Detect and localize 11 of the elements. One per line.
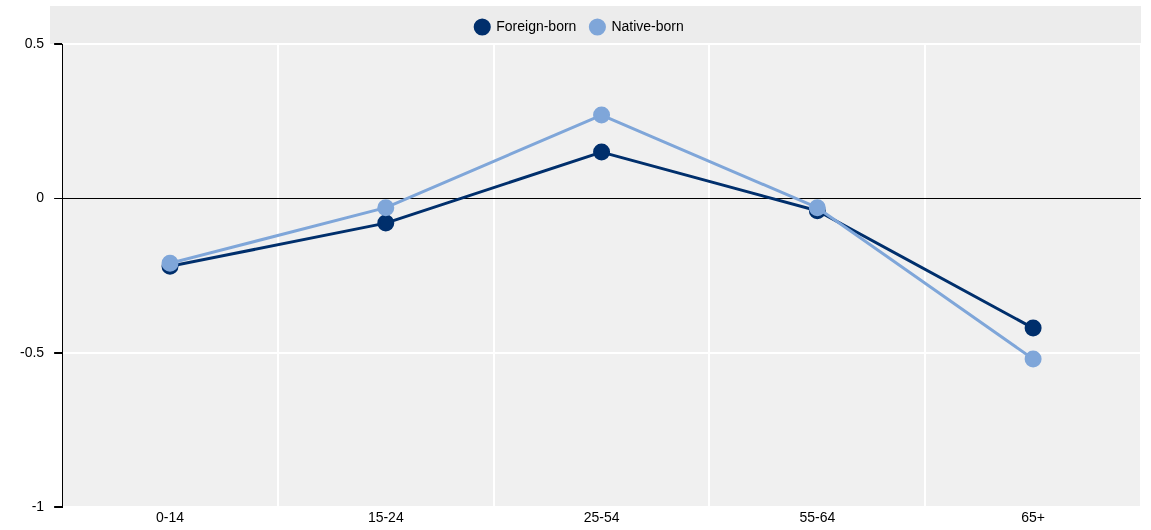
legend-label: Native-born bbox=[611, 17, 684, 34]
x-tick-label: 15-24 bbox=[367, 509, 404, 526]
y-tick-label: -1 bbox=[31, 498, 45, 515]
y-tick-label: 0.5 bbox=[24, 34, 45, 51]
legend-label: Foreign-born bbox=[496, 17, 577, 34]
y-tick-label: -0.5 bbox=[20, 343, 45, 360]
x-tick-label: 0-14 bbox=[156, 509, 185, 526]
x-tick-label: 65+ bbox=[1021, 509, 1045, 526]
x-tick-label: 25-54 bbox=[583, 509, 620, 526]
x-tick-label: 55-64 bbox=[799, 509, 836, 526]
y-tick-label: 0 bbox=[36, 189, 45, 206]
